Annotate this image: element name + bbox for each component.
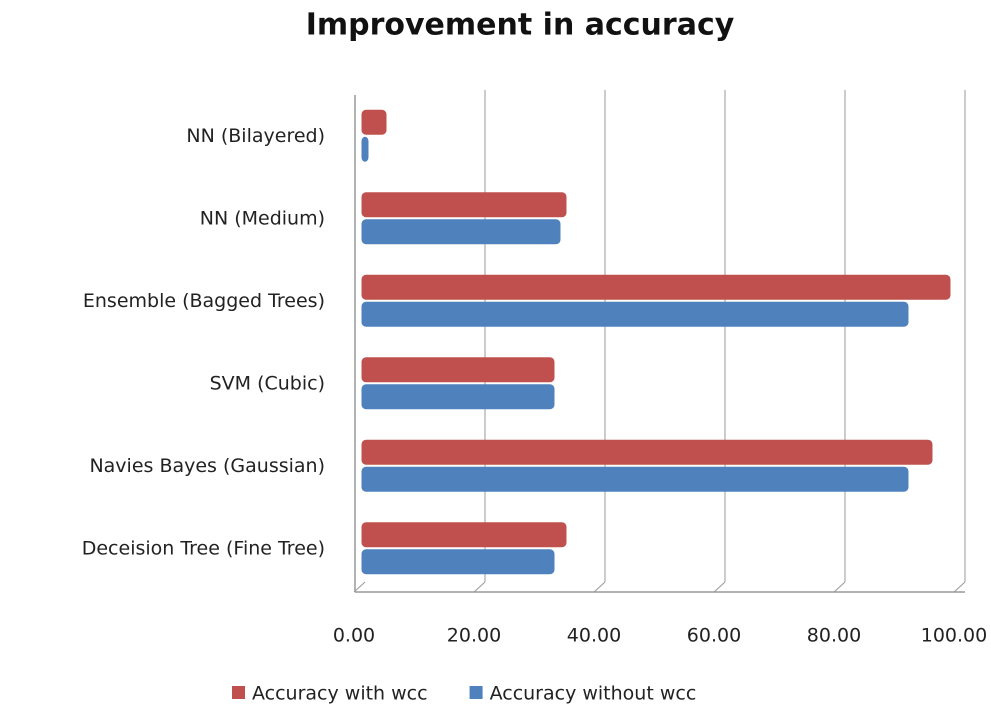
legend-swatch [469, 686, 483, 699]
legend-label: Accuracy without wcc [490, 683, 697, 705]
x-tick-label: 100.00 [921, 625, 987, 647]
grid-line [713, 581, 726, 593]
bar [361, 549, 555, 575]
legend-swatch [232, 686, 245, 699]
y-tick-label: NN (Bilayered) [186, 125, 325, 147]
grid-line [593, 581, 606, 593]
x-tick-label: 40.00 [567, 625, 621, 647]
bar [361, 384, 555, 410]
bar [361, 301, 909, 327]
legend-label: Accuracy with wcc [252, 683, 428, 705]
grid-line [953, 581, 966, 593]
bar [361, 109, 387, 135]
y-tick-label: NN (Medium) [200, 207, 325, 229]
grid-line [833, 581, 846, 593]
bar [361, 439, 933, 465]
y-tick-label: Navies Bayes (Gaussian) [89, 455, 325, 477]
x-tick-label: 60.00 [687, 625, 741, 647]
bar [361, 136, 369, 162]
chart-title: Improvement in accuracy [306, 8, 735, 43]
grid-line [473, 581, 486, 593]
bar [361, 192, 567, 218]
bar [361, 466, 909, 492]
bar [361, 522, 567, 548]
y-tick-label: SVM (Cubic) [210, 372, 325, 394]
y-tick-label: Deceision Tree (Fine Tree) [82, 537, 325, 559]
x-tick-label: 0.00 [333, 625, 375, 647]
bar [361, 274, 951, 300]
x-tick-label: 80.00 [807, 625, 861, 647]
bar [361, 219, 561, 245]
x-tick-label: 20.00 [447, 625, 501, 647]
bar [361, 357, 555, 383]
y-tick-label: Ensemble (Bagged Trees) [83, 290, 325, 312]
grid-line [353, 581, 366, 593]
